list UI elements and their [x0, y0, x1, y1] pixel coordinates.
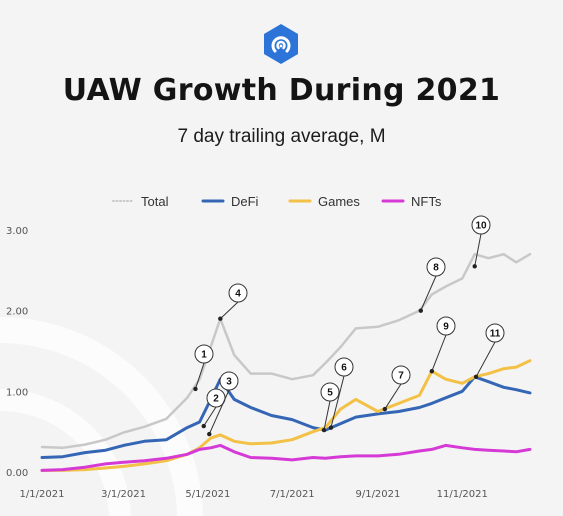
annotation-leader — [195, 363, 204, 389]
annotation-point — [218, 317, 222, 321]
legend-label-nfts: NFTs — [411, 194, 442, 209]
annotation-point — [474, 375, 478, 379]
x-tick-label: 11/1/2021 — [437, 489, 488, 500]
annotation-leader — [432, 335, 446, 371]
annotation-point — [419, 308, 423, 312]
legend-label-total: Total — [141, 194, 169, 209]
annotation-label: 11 — [490, 329, 501, 340]
x-tick-label: 1/1/2021 — [20, 489, 65, 500]
annotation-leader — [220, 302, 238, 319]
annotation-label: 7 — [398, 371, 404, 382]
annotation-label: 3 — [226, 377, 232, 388]
annotation-point — [430, 369, 434, 373]
y-tick-label: 3.00 — [6, 226, 28, 237]
legend-label-defi: DeFi — [231, 194, 259, 209]
annotation-point — [207, 432, 211, 436]
annotation-label: 5 — [327, 388, 333, 399]
annotation-leader — [475, 234, 481, 266]
annotation-point — [473, 264, 477, 268]
annotation-point — [193, 387, 197, 391]
annotation-label: 8 — [433, 263, 439, 274]
x-tick-label: 7/1/2021 — [270, 489, 315, 500]
y-tick-label: 2.00 — [6, 307, 28, 318]
y-tick-label: 0.00 — [6, 468, 28, 479]
annotation-point — [202, 424, 206, 428]
annotation-label: 10 — [475, 221, 487, 232]
annotation-point — [329, 425, 333, 429]
annotation-point — [383, 407, 387, 411]
x-tick-label: 3/1/2021 — [101, 489, 146, 500]
series-line-defi — [42, 377, 530, 458]
legend-label-games: Games — [318, 194, 360, 209]
annotation-label: 1 — [201, 350, 207, 361]
annotation-label: 4 — [235, 289, 241, 300]
y-tick-label: 1.00 — [6, 387, 28, 398]
x-tick-label: 5/1/2021 — [185, 489, 230, 500]
annotation-point — [322, 428, 326, 432]
annotation-label: 6 — [341, 363, 347, 374]
annotation-label: 2 — [213, 394, 219, 405]
x-tick-label: 9/1/2021 — [355, 489, 400, 500]
annotation-label: 9 — [443, 322, 449, 333]
